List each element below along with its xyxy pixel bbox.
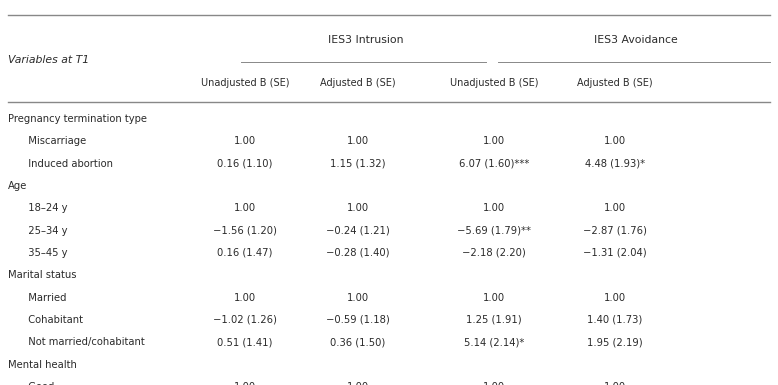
Text: 1.00: 1.00 xyxy=(483,382,505,385)
Text: −1.56 (1.20): −1.56 (1.20) xyxy=(213,226,277,236)
Text: 1.15 (1.32): 1.15 (1.32) xyxy=(330,159,386,169)
Text: 5.14 (2.14)*: 5.14 (2.14)* xyxy=(464,337,524,347)
Text: 4.48 (1.93)*: 4.48 (1.93)* xyxy=(584,159,645,169)
Text: 0.16 (1.47): 0.16 (1.47) xyxy=(217,248,273,258)
Text: IES3 Avoidance: IES3 Avoidance xyxy=(594,35,678,45)
Text: IES3 Intrusion: IES3 Intrusion xyxy=(328,35,404,45)
Text: 1.00: 1.00 xyxy=(604,382,626,385)
Text: −2.87 (1.76): −2.87 (1.76) xyxy=(583,226,647,236)
Text: 1.40 (1.73): 1.40 (1.73) xyxy=(587,315,643,325)
Text: Pregnancy termination type: Pregnancy termination type xyxy=(8,114,147,124)
Text: Miscarriage: Miscarriage xyxy=(22,136,86,146)
Text: Adjusted B (SE): Adjusted B (SE) xyxy=(576,78,653,88)
Text: −1.31 (2.04): −1.31 (2.04) xyxy=(583,248,647,258)
Text: 0.51 (1.41): 0.51 (1.41) xyxy=(217,337,273,347)
Text: 1.00: 1.00 xyxy=(347,136,369,146)
Text: 1.00: 1.00 xyxy=(347,382,369,385)
Text: 1.00: 1.00 xyxy=(234,382,256,385)
Text: −2.18 (2.20): −2.18 (2.20) xyxy=(462,248,526,258)
Text: Age: Age xyxy=(8,181,27,191)
Text: 6.07 (1.60)***: 6.07 (1.60)*** xyxy=(459,159,529,169)
Text: Unadjusted B (SE): Unadjusted B (SE) xyxy=(201,78,289,88)
Text: −0.28 (1.40): −0.28 (1.40) xyxy=(326,248,390,258)
Text: 35–45 y: 35–45 y xyxy=(22,248,67,258)
Text: Marital status: Marital status xyxy=(8,270,76,280)
Text: 25–34 y: 25–34 y xyxy=(22,226,67,236)
Text: 1.00: 1.00 xyxy=(234,293,256,303)
Text: Good: Good xyxy=(22,382,54,385)
Text: 1.00: 1.00 xyxy=(604,136,626,146)
Text: 1.25 (1.91): 1.25 (1.91) xyxy=(466,315,522,325)
Text: 0.16 (1.10): 0.16 (1.10) xyxy=(217,159,273,169)
Text: −0.59 (1.18): −0.59 (1.18) xyxy=(326,315,390,325)
Text: Variables at T1: Variables at T1 xyxy=(8,55,89,65)
Text: 0.36 (1.50): 0.36 (1.50) xyxy=(330,337,386,347)
Text: Mental health: Mental health xyxy=(8,360,77,370)
Text: −0.24 (1.21): −0.24 (1.21) xyxy=(326,226,390,236)
Text: Married: Married xyxy=(22,293,66,303)
Text: 1.00: 1.00 xyxy=(483,136,505,146)
Text: 1.95 (2.19): 1.95 (2.19) xyxy=(587,337,643,347)
Text: 1.00: 1.00 xyxy=(234,136,256,146)
Text: −5.69 (1.79)**: −5.69 (1.79)** xyxy=(457,226,531,236)
Text: Cohabitant: Cohabitant xyxy=(22,315,82,325)
Text: 1.00: 1.00 xyxy=(347,203,369,213)
Text: Not married/cohabitant: Not married/cohabitant xyxy=(22,337,145,347)
Text: 1.00: 1.00 xyxy=(483,203,505,213)
Text: 1.00: 1.00 xyxy=(483,293,505,303)
Text: −1.02 (1.26): −1.02 (1.26) xyxy=(213,315,277,325)
Text: 1.00: 1.00 xyxy=(234,203,256,213)
Text: 1.00: 1.00 xyxy=(604,293,626,303)
Text: 1.00: 1.00 xyxy=(604,203,626,213)
Text: 1.00: 1.00 xyxy=(347,293,369,303)
Text: Unadjusted B (SE): Unadjusted B (SE) xyxy=(450,78,538,88)
Text: Induced abortion: Induced abortion xyxy=(22,159,113,169)
Text: Adjusted B (SE): Adjusted B (SE) xyxy=(320,78,396,88)
Text: 18–24 y: 18–24 y xyxy=(22,203,67,213)
